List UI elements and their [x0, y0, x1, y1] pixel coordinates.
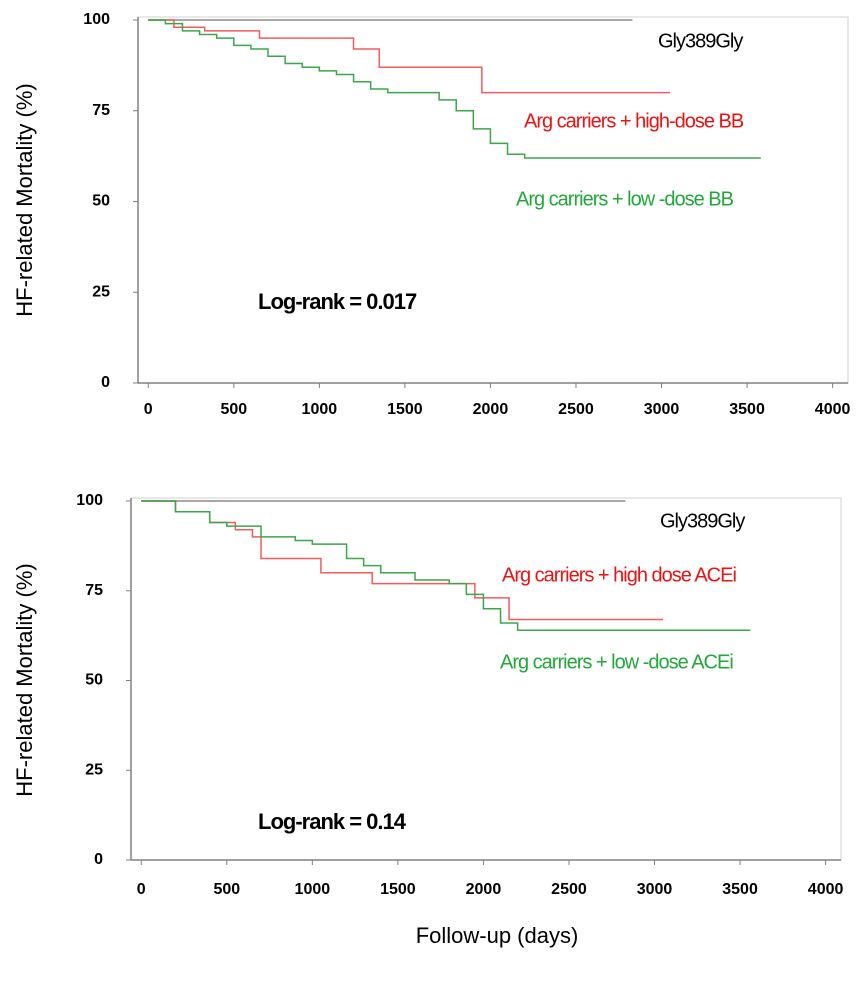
- y-tick-label: 100: [83, 11, 110, 28]
- series-label: Gly389Gly: [660, 510, 745, 532]
- y-tick-label: 25: [92, 283, 110, 300]
- survival-curve: [148, 19, 671, 94]
- x-tick-label: 0: [137, 881, 146, 898]
- annotation: Log-rank = 0.14: [258, 809, 407, 834]
- x-tick-label: 500: [213, 881, 240, 898]
- plot-frame: [130, 497, 842, 861]
- y-axis-label: HF-related Mortality (%): [12, 563, 37, 796]
- series-label: Gly389Gly: [658, 30, 743, 52]
- x-tick-label: 500: [220, 401, 247, 418]
- y-tick-label: 50: [92, 193, 110, 210]
- x-axis-label: Follow-up (days): [416, 923, 579, 948]
- x-tick-label: 4000: [815, 401, 851, 418]
- x-tick-label: 1500: [387, 401, 423, 418]
- series-label: Arg carriers + high dose ACEi: [502, 564, 736, 586]
- x-tick-label: 1500: [380, 881, 416, 898]
- series-label: Arg carriers + high-dose BB: [524, 110, 744, 132]
- x-tick-label: 1000: [295, 881, 331, 898]
- x-tick-label: 3000: [637, 881, 673, 898]
- survival-curve: [148, 19, 761, 159]
- series-label: Arg carriers + low -dose ACEi: [500, 651, 733, 673]
- x-tick-label: 1000: [302, 401, 338, 418]
- x-tick-label: 2500: [551, 881, 587, 898]
- y-tick-label: 75: [85, 582, 103, 599]
- y-tick-label: 25: [85, 761, 103, 778]
- x-tick-label: 3000: [644, 401, 680, 418]
- y-tick-label: 100: [76, 492, 103, 509]
- x-tick-label: 3500: [729, 401, 765, 418]
- survival-curve: [141, 500, 664, 621]
- x-tick-label: 2000: [466, 881, 502, 898]
- plot-frame: [137, 16, 849, 384]
- x-tick-label: 2000: [473, 401, 509, 418]
- y-tick-label: 0: [94, 851, 103, 868]
- x-tick-label: 0: [144, 401, 153, 418]
- x-tick-label: 3500: [722, 881, 758, 898]
- y-tick-label: 0: [101, 374, 110, 391]
- survival-curve: [141, 500, 751, 631]
- series-label: Arg carriers + low -dose BB: [516, 188, 734, 210]
- y-axis-label: HF-related Mortality (%): [12, 83, 37, 316]
- x-tick-label: 4000: [808, 881, 844, 898]
- y-tick-label: 50: [85, 672, 103, 689]
- y-tick-label: 75: [92, 102, 110, 119]
- annotation: Log-rank = 0.017: [258, 289, 417, 314]
- x-tick-label: 2500: [558, 401, 594, 418]
